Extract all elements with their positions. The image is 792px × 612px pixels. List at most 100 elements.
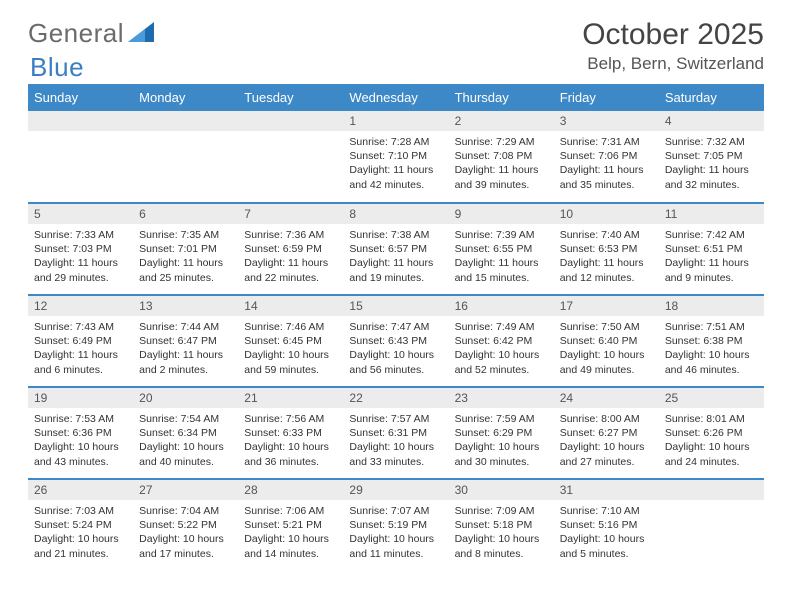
month-title: October 2025 <box>582 18 764 52</box>
day-details: Sunrise: 7:36 AMSunset: 6:59 PMDaylight:… <box>238 224 343 291</box>
sunset-line: Sunset: 6:26 PM <box>665 426 758 440</box>
day-details: Sunrise: 7:31 AMSunset: 7:06 PMDaylight:… <box>554 131 659 198</box>
day-number: 20 <box>133 388 238 408</box>
daylight-line: Daylight: 10 hours and 17 minutes. <box>139 532 232 560</box>
sunrise-line: Sunrise: 7:46 AM <box>244 320 337 334</box>
sunset-line: Sunset: 6:55 PM <box>455 242 548 256</box>
calendar-day-cell: 9Sunrise: 7:39 AMSunset: 6:55 PMDaylight… <box>449 203 554 295</box>
day-details: Sunrise: 7:32 AMSunset: 7:05 PMDaylight:… <box>659 131 764 198</box>
day-details: Sunrise: 7:42 AMSunset: 6:51 PMDaylight:… <box>659 224 764 291</box>
sunset-line: Sunset: 5:19 PM <box>349 518 442 532</box>
sunrise-line: Sunrise: 7:10 AM <box>560 504 653 518</box>
daylight-line: Daylight: 10 hours and 52 minutes. <box>455 348 548 376</box>
calendar-day-cell: 14Sunrise: 7:46 AMSunset: 6:45 PMDayligh… <box>238 295 343 387</box>
calendar-day-cell: 5Sunrise: 7:33 AMSunset: 7:03 PMDaylight… <box>28 203 133 295</box>
sunset-line: Sunset: 6:34 PM <box>139 426 232 440</box>
sunset-line: Sunset: 7:08 PM <box>455 149 548 163</box>
day-number: 22 <box>343 388 448 408</box>
day-number: 4 <box>659 111 764 131</box>
day-details: Sunrise: 7:40 AMSunset: 6:53 PMDaylight:… <box>554 224 659 291</box>
sunset-line: Sunset: 5:21 PM <box>244 518 337 532</box>
sunset-line: Sunset: 6:40 PM <box>560 334 653 348</box>
day-details: Sunrise: 7:50 AMSunset: 6:40 PMDaylight:… <box>554 316 659 383</box>
sunset-line: Sunset: 6:38 PM <box>665 334 758 348</box>
day-number: 23 <box>449 388 554 408</box>
sunrise-line: Sunrise: 7:47 AM <box>349 320 442 334</box>
daylight-line: Daylight: 11 hours and 25 minutes. <box>139 256 232 284</box>
daylight-line: Daylight: 10 hours and 56 minutes. <box>349 348 442 376</box>
sunrise-line: Sunrise: 7:59 AM <box>455 412 548 426</box>
calendar-week-row: 19Sunrise: 7:53 AMSunset: 6:36 PMDayligh… <box>28 387 764 479</box>
sunset-line: Sunset: 5:18 PM <box>455 518 548 532</box>
calendar-day-cell: 30Sunrise: 7:09 AMSunset: 5:18 PMDayligh… <box>449 479 554 571</box>
sunrise-line: Sunrise: 7:29 AM <box>455 135 548 149</box>
daylight-line: Daylight: 10 hours and 8 minutes. <box>455 532 548 560</box>
day-number: 18 <box>659 296 764 316</box>
sunrise-line: Sunrise: 7:36 AM <box>244 228 337 242</box>
day-number: 27 <box>133 480 238 500</box>
daylight-line: Daylight: 10 hours and 14 minutes. <box>244 532 337 560</box>
calendar-day-cell <box>133 111 238 203</box>
calendar-day-cell: 21Sunrise: 7:56 AMSunset: 6:33 PMDayligh… <box>238 387 343 479</box>
daylight-line: Daylight: 10 hours and 59 minutes. <box>244 348 337 376</box>
calendar-day-cell <box>238 111 343 203</box>
day-details: Sunrise: 7:43 AMSunset: 6:49 PMDaylight:… <box>28 316 133 383</box>
sunrise-line: Sunrise: 7:03 AM <box>34 504 127 518</box>
day-details: Sunrise: 7:06 AMSunset: 5:21 PMDaylight:… <box>238 500 343 567</box>
calendar-day-cell: 11Sunrise: 7:42 AMSunset: 6:51 PMDayligh… <box>659 203 764 295</box>
day-number: 25 <box>659 388 764 408</box>
day-details: Sunrise: 7:33 AMSunset: 7:03 PMDaylight:… <box>28 224 133 291</box>
calendar-week-row: 12Sunrise: 7:43 AMSunset: 6:49 PMDayligh… <box>28 295 764 387</box>
sunrise-line: Sunrise: 7:54 AM <box>139 412 232 426</box>
day-details: Sunrise: 7:10 AMSunset: 5:16 PMDaylight:… <box>554 500 659 567</box>
day-header: Wednesday <box>343 84 448 111</box>
day-number: 2 <box>449 111 554 131</box>
sunset-line: Sunset: 7:05 PM <box>665 149 758 163</box>
day-number: 24 <box>554 388 659 408</box>
logo-word-general: General <box>28 18 124 49</box>
sunset-line: Sunset: 5:24 PM <box>34 518 127 532</box>
daylight-line: Daylight: 11 hours and 39 minutes. <box>455 163 548 191</box>
logo-triangle-icon <box>128 18 154 49</box>
daylight-line: Daylight: 11 hours and 6 minutes. <box>34 348 127 376</box>
sunset-line: Sunset: 6:49 PM <box>34 334 127 348</box>
day-details: Sunrise: 7:47 AMSunset: 6:43 PMDaylight:… <box>343 316 448 383</box>
day-details: Sunrise: 7:51 AMSunset: 6:38 PMDaylight:… <box>659 316 764 383</box>
day-number: 3 <box>554 111 659 131</box>
daylight-line: Daylight: 10 hours and 40 minutes. <box>139 440 232 468</box>
day-number-empty <box>238 111 343 131</box>
sunset-line: Sunset: 7:01 PM <box>139 242 232 256</box>
calendar-day-cell: 22Sunrise: 7:57 AMSunset: 6:31 PMDayligh… <box>343 387 448 479</box>
sunrise-line: Sunrise: 7:33 AM <box>34 228 127 242</box>
sunrise-line: Sunrise: 7:32 AM <box>665 135 758 149</box>
sunrise-line: Sunrise: 7:38 AM <box>349 228 442 242</box>
sunset-line: Sunset: 6:31 PM <box>349 426 442 440</box>
daylight-line: Daylight: 10 hours and 5 minutes. <box>560 532 653 560</box>
day-details: Sunrise: 7:29 AMSunset: 7:08 PMDaylight:… <box>449 131 554 198</box>
calendar-day-cell <box>659 479 764 571</box>
day-number: 15 <box>343 296 448 316</box>
daylight-line: Daylight: 11 hours and 9 minutes. <box>665 256 758 284</box>
calendar-day-cell: 2Sunrise: 7:29 AMSunset: 7:08 PMDaylight… <box>449 111 554 203</box>
daylight-line: Daylight: 11 hours and 15 minutes. <box>455 256 548 284</box>
sunset-line: Sunset: 7:10 PM <box>349 149 442 163</box>
day-number-empty <box>133 111 238 131</box>
day-details: Sunrise: 7:39 AMSunset: 6:55 PMDaylight:… <box>449 224 554 291</box>
sunrise-line: Sunrise: 7:07 AM <box>349 504 442 518</box>
day-details: Sunrise: 7:46 AMSunset: 6:45 PMDaylight:… <box>238 316 343 383</box>
calendar-day-cell: 15Sunrise: 7:47 AMSunset: 6:43 PMDayligh… <box>343 295 448 387</box>
sunset-line: Sunset: 6:59 PM <box>244 242 337 256</box>
day-number: 6 <box>133 204 238 224</box>
sunset-line: Sunset: 6:51 PM <box>665 242 758 256</box>
sunset-line: Sunset: 5:16 PM <box>560 518 653 532</box>
daylight-line: Daylight: 11 hours and 19 minutes. <box>349 256 442 284</box>
sunset-line: Sunset: 6:33 PM <box>244 426 337 440</box>
calendar-day-cell: 17Sunrise: 7:50 AMSunset: 6:40 PMDayligh… <box>554 295 659 387</box>
calendar-day-cell: 6Sunrise: 7:35 AMSunset: 7:01 PMDaylight… <box>133 203 238 295</box>
sunset-line: Sunset: 6:43 PM <box>349 334 442 348</box>
day-details: Sunrise: 7:54 AMSunset: 6:34 PMDaylight:… <box>133 408 238 475</box>
daylight-line: Daylight: 10 hours and 36 minutes. <box>244 440 337 468</box>
day-details: Sunrise: 7:35 AMSunset: 7:01 PMDaylight:… <box>133 224 238 291</box>
sunrise-line: Sunrise: 7:04 AM <box>139 504 232 518</box>
sunset-line: Sunset: 5:22 PM <box>139 518 232 532</box>
